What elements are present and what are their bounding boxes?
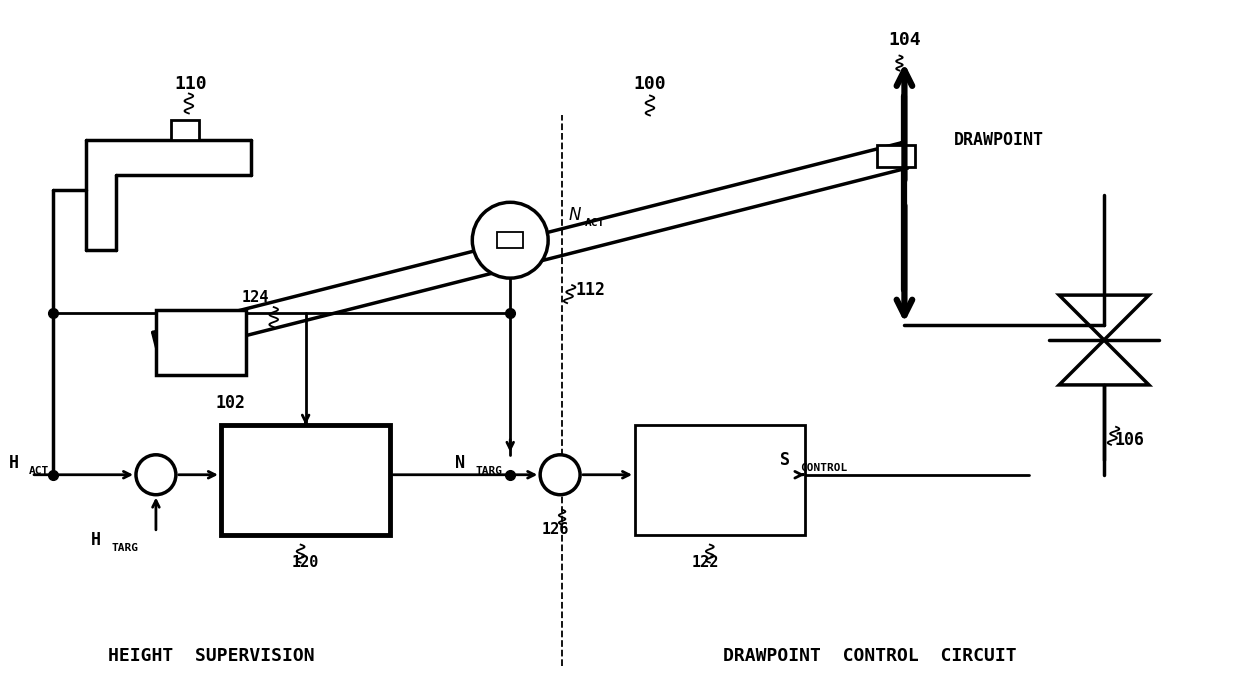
Circle shape	[136, 455, 176, 495]
Text: HEIGHT  SUPERVISION: HEIGHT SUPERVISION	[108, 647, 314, 665]
Bar	[635, 425, 805, 534]
Text: S: S	[780, 451, 790, 468]
Text: 110: 110	[175, 74, 207, 92]
Bar	[497, 232, 523, 248]
Text: 106: 106	[1114, 431, 1145, 449]
Text: ACT: ACT	[30, 466, 50, 476]
Bar	[221, 425, 391, 534]
Text: ACT: ACT	[585, 218, 605, 228]
Text: 102: 102	[216, 394, 246, 412]
Text: $N$: $N$	[568, 206, 582, 224]
Text: DRAWPOINT: DRAWPOINT	[955, 131, 1044, 149]
Text: 112: 112	[575, 281, 605, 299]
Text: 120: 120	[291, 555, 320, 570]
Text: 104: 104	[888, 31, 921, 49]
Text: 122: 122	[691, 555, 718, 570]
Text: CONTROL: CONTROL	[800, 463, 847, 473]
Circle shape	[472, 202, 548, 278]
Text: N: N	[455, 454, 465, 472]
Text: 126: 126	[542, 522, 569, 537]
Text: DRAWPOINT  CONTROL  CIRCUIT: DRAWPOINT CONTROL CIRCUIT	[723, 647, 1017, 665]
Text: 124: 124	[242, 290, 269, 304]
Text: 100: 100	[634, 74, 666, 92]
Text: H: H	[91, 530, 100, 548]
Circle shape	[541, 455, 580, 495]
Bar	[171, 120, 198, 140]
Text: TARG: TARG	[112, 543, 138, 553]
Bar	[878, 145, 915, 167]
Text: H: H	[9, 454, 20, 472]
Text: TARG: TARG	[475, 466, 502, 476]
Bar	[156, 310, 246, 375]
